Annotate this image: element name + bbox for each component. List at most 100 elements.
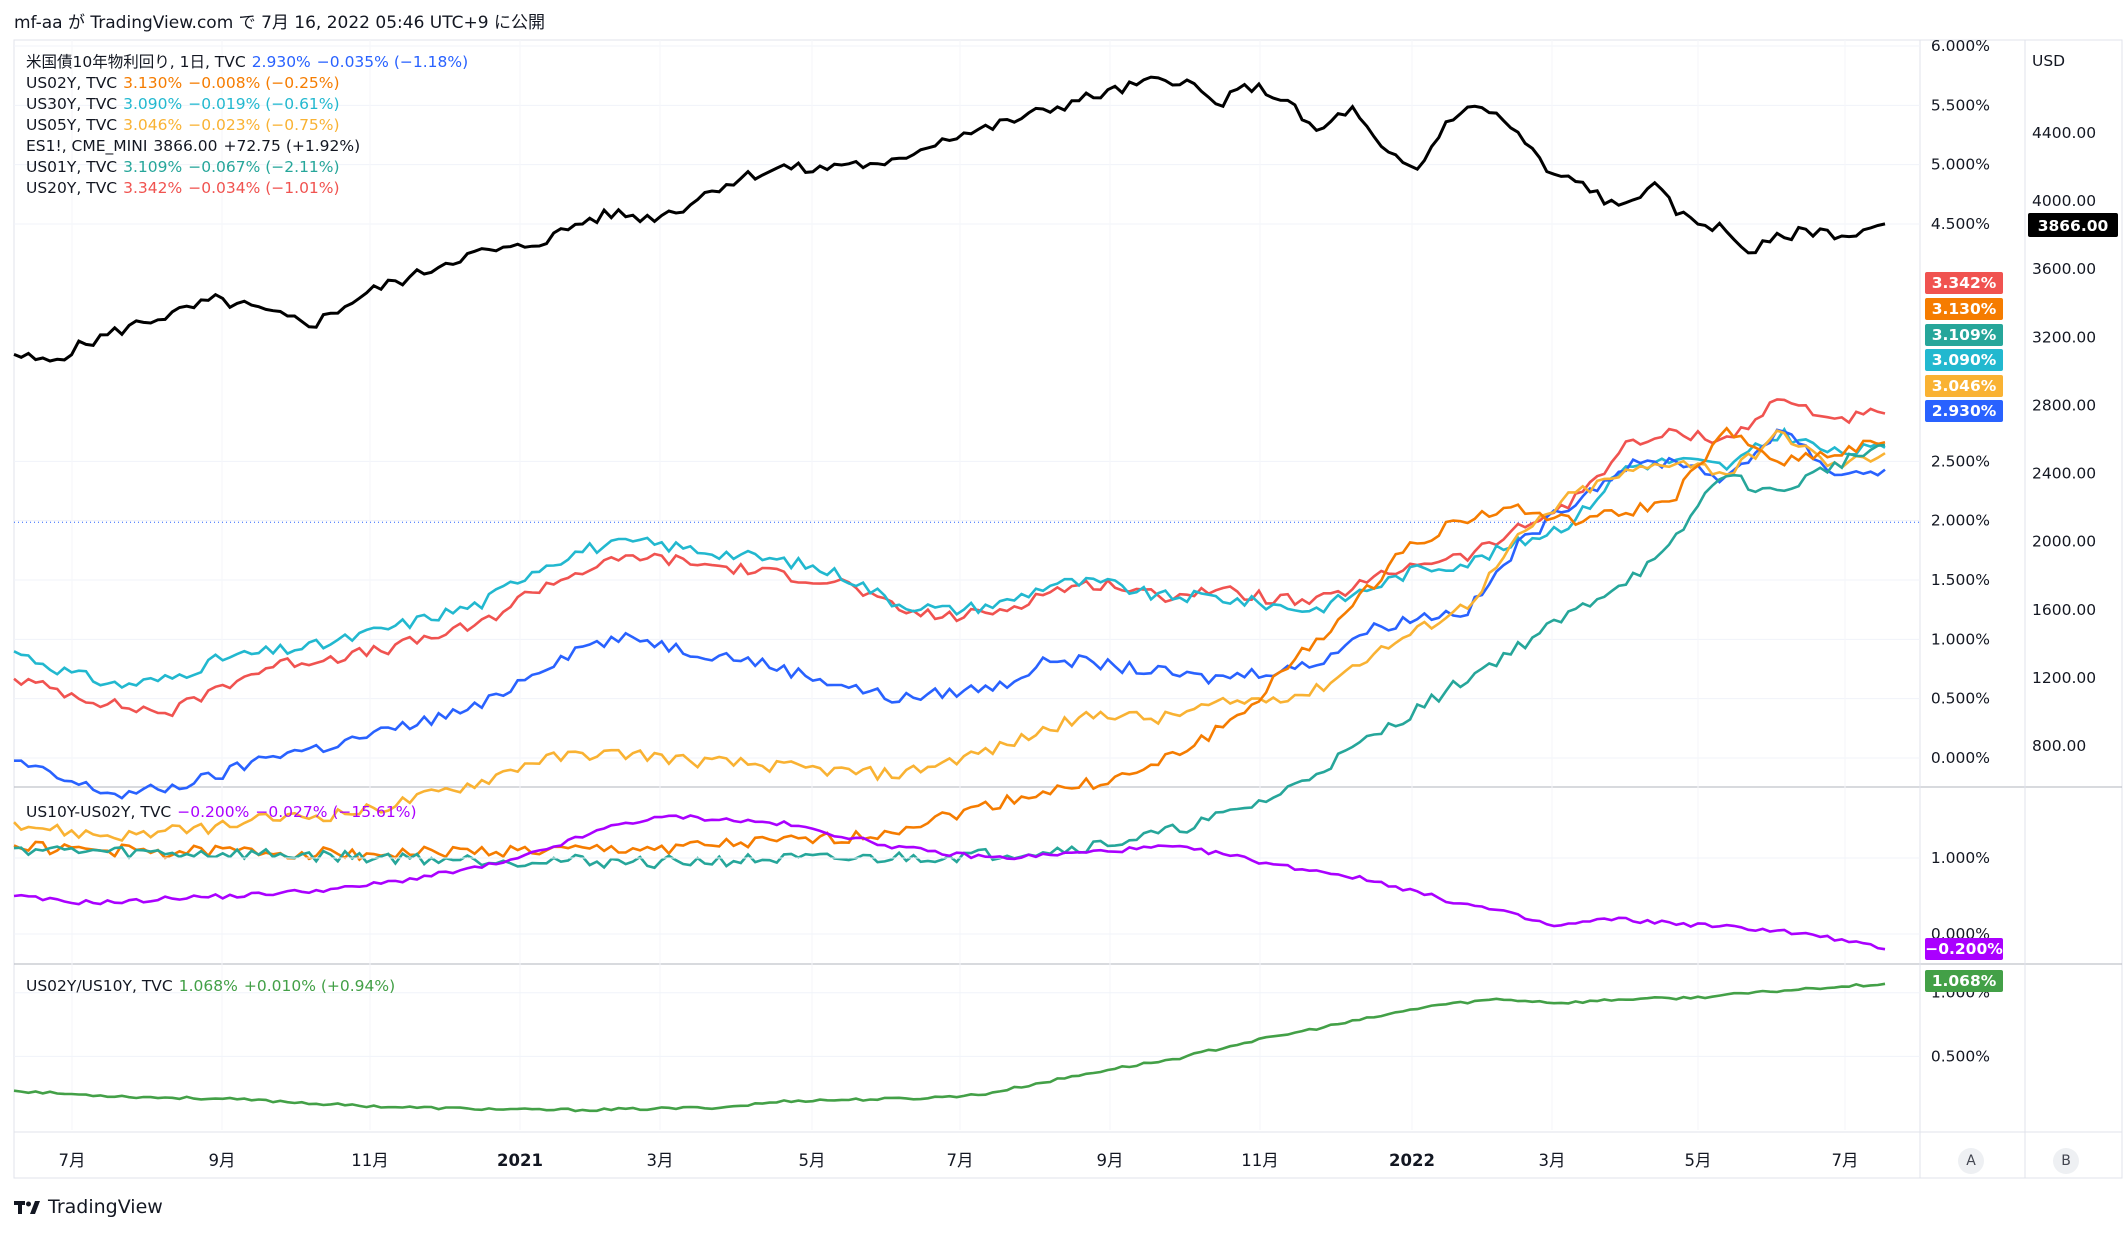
- x-tick-label: 2021: [497, 1151, 543, 1170]
- x-tick-label: 5月: [799, 1151, 826, 1170]
- last-value-badge: [1925, 298, 2003, 320]
- series-line-us30y: [13, 426, 1886, 690]
- legend-value: 3.130%: [123, 74, 183, 92]
- y-tick-label: 4.500%: [1931, 215, 1990, 233]
- series-line-spread: [13, 814, 1886, 951]
- legend-symbol: US10Y-US02Y, TVC: [26, 803, 172, 821]
- legend-change: −0.034% (−1.01%): [188, 179, 340, 197]
- legend-symbol: US02Y/US10Y, TVC: [26, 977, 173, 995]
- last-value-badge-label: 3.342%: [1932, 274, 1997, 292]
- legend-row[interactable]: US02Y, TVC 3.130% −0.008% (−0.25%): [26, 73, 474, 94]
- legend-value: 3.342%: [123, 179, 183, 197]
- legend-change: −0.019% (−0.61%): [188, 95, 340, 113]
- x-tick-label: 7月: [59, 1151, 86, 1170]
- y-tick-label-price: 800.00: [2032, 737, 2086, 755]
- tradingview-logo-icon: [14, 1201, 40, 1214]
- legend-row[interactable]: ES1!, CME_MINI 3866.00 +72.75 (+1.92%): [26, 136, 474, 157]
- log-scale-button[interactable]: B: [2053, 1148, 2079, 1174]
- x-tick-label: 11月: [1241, 1151, 1279, 1170]
- legend-symbol: ES1!, CME_MINI: [26, 137, 148, 155]
- legend-row[interactable]: US05Y, TVC 3.046% −0.023% (−0.75%): [26, 115, 474, 136]
- x-tick-label: 2022: [1389, 1151, 1435, 1170]
- legend-change: −0.023% (−0.75%): [188, 116, 340, 134]
- last-value-badge: [1925, 400, 2003, 422]
- y-tick-label-price: 1200.00: [2032, 669, 2096, 687]
- legend-symbol: US01Y, TVC: [26, 158, 118, 176]
- legend-spread: US10Y-US02Y, TVC −0.200% −0.027% (−15.61%): [26, 802, 423, 823]
- x-tick-label: 9月: [1097, 1151, 1124, 1170]
- y-tick-label-price: 4000.00: [2032, 192, 2096, 210]
- legend-row[interactable]: US02Y/US10Y, TVC 1.068% +0.010% (+0.94%): [26, 976, 401, 997]
- legend-row[interactable]: 米国債10年物利回り, 1日, TVC 2.930% −0.035% (−1.18%…: [26, 52, 474, 73]
- y-tick-label: 5.500%: [1931, 96, 1990, 114]
- legend-value: 3.046%: [123, 116, 183, 134]
- last-value-badge: [1925, 349, 2003, 371]
- last-price-badge-label: 3866.00: [2038, 217, 2109, 235]
- legend-value: 3.090%: [123, 95, 183, 113]
- series-line-es1: [13, 75, 1886, 363]
- y-tick-label-price: 2800.00: [2032, 396, 2096, 414]
- y-tick-label-price: 2000.00: [2032, 533, 2096, 551]
- legend-value: 2.930%: [251, 53, 311, 71]
- legend-ratio: US02Y/US10Y, TVC 1.068% +0.010% (+0.94%): [26, 976, 401, 997]
- series-line-us05y: [13, 429, 1886, 843]
- y-tick-label-price: 3600.00: [2032, 260, 2096, 278]
- legend-value: −0.200%: [177, 803, 250, 821]
- footer-brand[interactable]: TradingView: [14, 1196, 163, 1218]
- x-tick-label: 3月: [647, 1151, 674, 1170]
- last-value-badge: [1925, 375, 2003, 397]
- y-tick-label-price: 1600.00: [2032, 601, 2096, 619]
- series-line-us02y: [13, 426, 1886, 862]
- y-tick-label: 1.500%: [1931, 571, 1990, 589]
- y-tick-label: 6.000%: [1931, 37, 1990, 55]
- y-tick-label: 1.000%: [1931, 849, 1990, 867]
- legend-change: −0.008% (−0.25%): [188, 74, 340, 92]
- price-unit-label: USD: [2032, 52, 2065, 70]
- legend-row[interactable]: US01Y, TVC 3.109% −0.067% (−2.11%): [26, 157, 474, 178]
- legend-value: 3866.00: [153, 137, 218, 155]
- y-tick-label: 5.000%: [1931, 156, 1990, 174]
- legend-symbol: US30Y, TVC: [26, 95, 118, 113]
- legend-row[interactable]: US30Y, TVC 3.090% −0.019% (−0.61%): [26, 94, 474, 115]
- y-tick-label-price: 4400.00: [2032, 124, 2096, 142]
- last-price-badge: [2028, 213, 2118, 237]
- legend-main: 米国債10年物利回り, 1日, TVC 2.930% −0.035% (−1.18%…: [26, 52, 474, 199]
- last-value-badge: [1925, 938, 2003, 960]
- footer-brand-label: TradingView: [48, 1196, 163, 1218]
- legend-change: +0.010% (+0.94%): [243, 977, 396, 995]
- publish-header: mf-aa が TradingView.com で 7月 16, 2022 05…: [14, 13, 545, 33]
- last-value-badge-label: 3.046%: [1932, 377, 1997, 395]
- auto-scale-button[interactable]: A: [1958, 1148, 1984, 1174]
- last-value-badge: [1925, 324, 2003, 346]
- x-tick-label: 7月: [1832, 1151, 1859, 1170]
- y-tick-label: 1.000%: [1931, 630, 1990, 648]
- last-value-badge-label: 2.930%: [1932, 402, 1997, 420]
- series-line-us20y: [13, 398, 1886, 718]
- last-value-badge-label: 3.109%: [1932, 326, 1997, 344]
- x-tick-label: 11月: [351, 1151, 389, 1170]
- y-tick-label: 0.500%: [1931, 690, 1990, 708]
- legend-value: 3.109%: [123, 158, 183, 176]
- legend-symbol: US20Y, TVC: [26, 179, 118, 197]
- y-tick-label: 0.500%: [1931, 1047, 1990, 1065]
- chart-frame: [13, 39, 2123, 1179]
- last-value-badge-label: −0.200%: [1925, 940, 2003, 958]
- y-tick-label: 0.000%: [1931, 749, 1990, 767]
- legend-change: −0.035% (−1.18%): [316, 53, 469, 71]
- x-tick-label: 7月: [947, 1151, 974, 1170]
- legend-row[interactable]: US20Y, TVC 3.342% −0.034% (−1.01%): [26, 178, 474, 199]
- legend-row[interactable]: US10Y-US02Y, TVC −0.200% −0.027% (−15.61%): [26, 802, 423, 823]
- legend-symbol: US05Y, TVC: [26, 116, 118, 134]
- legend-change: +72.75 (+1.92%): [223, 137, 361, 155]
- last-value-badge-label: 1.068%: [1932, 972, 1997, 990]
- x-tick-label: 5月: [1685, 1151, 1712, 1170]
- x-tick-label: 3月: [1539, 1151, 1566, 1170]
- series-line-us10y: [14, 428, 1886, 800]
- last-value-badge-label: 3.130%: [1932, 300, 1997, 318]
- x-tick-label: 9月: [209, 1151, 236, 1170]
- last-value-badge: [1925, 970, 2003, 992]
- legend-change: −0.027% (−15.61%): [255, 803, 417, 821]
- legend-change: −0.067% (−2.11%): [188, 158, 340, 176]
- last-value-badge: [1925, 272, 2003, 294]
